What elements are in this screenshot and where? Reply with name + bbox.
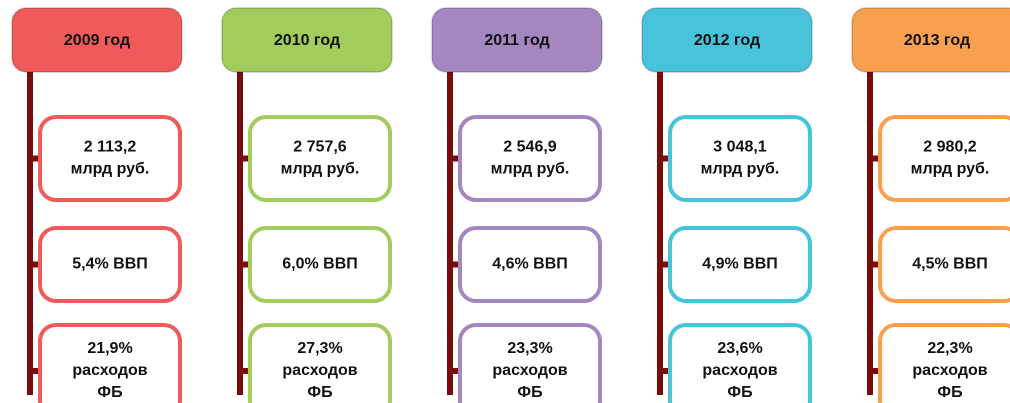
header-text: 2012 год [694, 32, 760, 49]
value-text: расходов [702, 362, 777, 379]
value-text: 22,3% [927, 340, 972, 357]
value-box [248, 226, 392, 303]
value-text: 5,4% ВВП [72, 256, 148, 273]
value-text: млрд руб. [491, 161, 570, 178]
value-text: 23,3% [507, 340, 552, 357]
value-text: 2 980,2 [923, 139, 976, 156]
value-text: 21,9% [87, 340, 132, 357]
header-box [641, 7, 813, 73]
value-text: ФБ [307, 384, 332, 401]
header-text: 2009 год [64, 32, 130, 49]
value-text: ФБ [727, 384, 752, 401]
value-text: 3 048,1 [713, 139, 766, 156]
value-box [458, 115, 602, 202]
value-text: 2 546,9 [503, 139, 556, 156]
value-text: расходов [492, 362, 567, 379]
value-text: млрд руб. [911, 161, 990, 178]
value-text: ФБ [517, 384, 542, 401]
value-text: млрд руб. [71, 161, 150, 178]
header-text: 2010 год [274, 32, 340, 49]
value-text: расходов [912, 362, 987, 379]
value-box [458, 323, 602, 403]
header-box [851, 7, 1010, 73]
value-box [38, 323, 182, 403]
value-text: млрд руб. [701, 161, 780, 178]
value-text: расходов [282, 362, 357, 379]
value-text: 23,6% [717, 340, 762, 357]
value-box [878, 323, 1010, 403]
header-box [431, 7, 603, 73]
value-text: расходов [72, 362, 147, 379]
value-box [248, 115, 392, 202]
value-text: млрд руб. [281, 161, 360, 178]
value-text: 4,5% ВВП [912, 256, 988, 273]
value-text: ФБ [97, 384, 122, 401]
column: 2012 год 3 048,1 млрд руб. 4,9% ВВП 23,6% рас… [641, 7, 813, 403]
column: 2011 год 2 546,9 млрд руб. 4,6% ВВП 23,3% рас… [431, 7, 603, 403]
value-text: 27,3% [297, 340, 342, 357]
column: 2010 год 2 757,6 млрд руб. 6,0% ВВП 27,3% рас… [221, 7, 393, 403]
header-text: 2013 год [904, 32, 970, 49]
column: 2013 год 2 980,2 млрд руб. 4,5% ВВП 22,3% рас… [851, 7, 1010, 403]
value-box [668, 115, 812, 202]
value-text: 6,0% ВВП [282, 256, 358, 273]
value-text: 4,6% ВВП [492, 256, 568, 273]
value-text: 2 757,6 [293, 139, 346, 156]
value-box [38, 115, 182, 202]
value-box [38, 226, 182, 303]
value-box [878, 226, 1010, 303]
value-text: 4,9% ВВП [702, 256, 778, 273]
header-box [221, 7, 393, 73]
header-box [11, 7, 183, 73]
value-box [248, 323, 392, 403]
value-box [878, 115, 1010, 202]
header-text: 2011 год [484, 32, 549, 49]
value-box [458, 226, 602, 303]
value-box [668, 226, 812, 303]
column: 2009 год 2 113,2 млрд руб. 5,4% ВВП 21,9% рас… [11, 7, 183, 403]
value-text: ФБ [937, 384, 962, 401]
value-box [668, 323, 812, 403]
value-text: 2 113,2 [84, 139, 137, 156]
